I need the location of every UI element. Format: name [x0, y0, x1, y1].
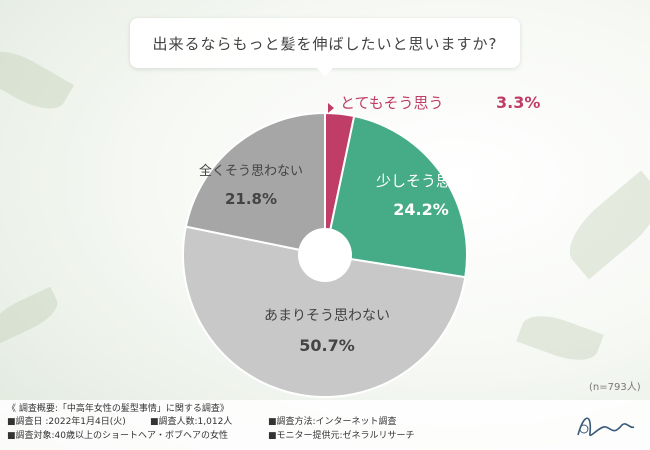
survey-summary: 《 調査概要:「中高年女性の髪型事情」に関する調査》 ■調査日 :2022年1月… [0, 400, 650, 450]
survey-target: ■調査対象:40歳以上のショートヘア・ボブヘアの女性 [7, 431, 228, 441]
survey-count: ■調査人数:1,012人 [150, 417, 233, 427]
donut-hole [298, 228, 352, 282]
pie-slice [184, 111, 326, 257]
slice-label: あまりそう思わない [264, 308, 390, 324]
slice-value-label: 24.2% [393, 200, 449, 219]
slice-value-label: 21.8% [225, 190, 277, 208]
survey-provider: ■モニター提供元:ゼネラルリサーチ [268, 431, 415, 441]
title-bubble-tail [316, 67, 334, 77]
pie-slice [182, 225, 467, 398]
survey-heading: 《 調査概要:「中高年女性の髪型事情」に関する調査》 [7, 404, 229, 414]
chart-title: 出来るならもっと髪を伸ばしたいと思いますか? [130, 18, 520, 68]
slice-value-label: 3.3% [496, 93, 540, 112]
label-marker [328, 103, 334, 113]
pie-chart: とてもそう思う 3.3% 少しそう思う 24.2% あまりそう思わない 50.7% 全くそう… [182, 93, 540, 398]
signature-logo [577, 417, 635, 436]
pie-slice [323, 114, 468, 279]
slice-label: 全くそう思わない [199, 163, 303, 179]
survey-method: ■調査方法:インターネット調査 [268, 417, 397, 427]
slice-label: 少しそう思う [376, 172, 466, 190]
survey-date: ■調査日 :2022年1月4日(火) [7, 417, 126, 427]
slice-label: とてもそう思う [340, 94, 444, 112]
slice-value-label: 50.7% [299, 336, 355, 355]
sample-size-label: (n=793人) [589, 382, 641, 393]
